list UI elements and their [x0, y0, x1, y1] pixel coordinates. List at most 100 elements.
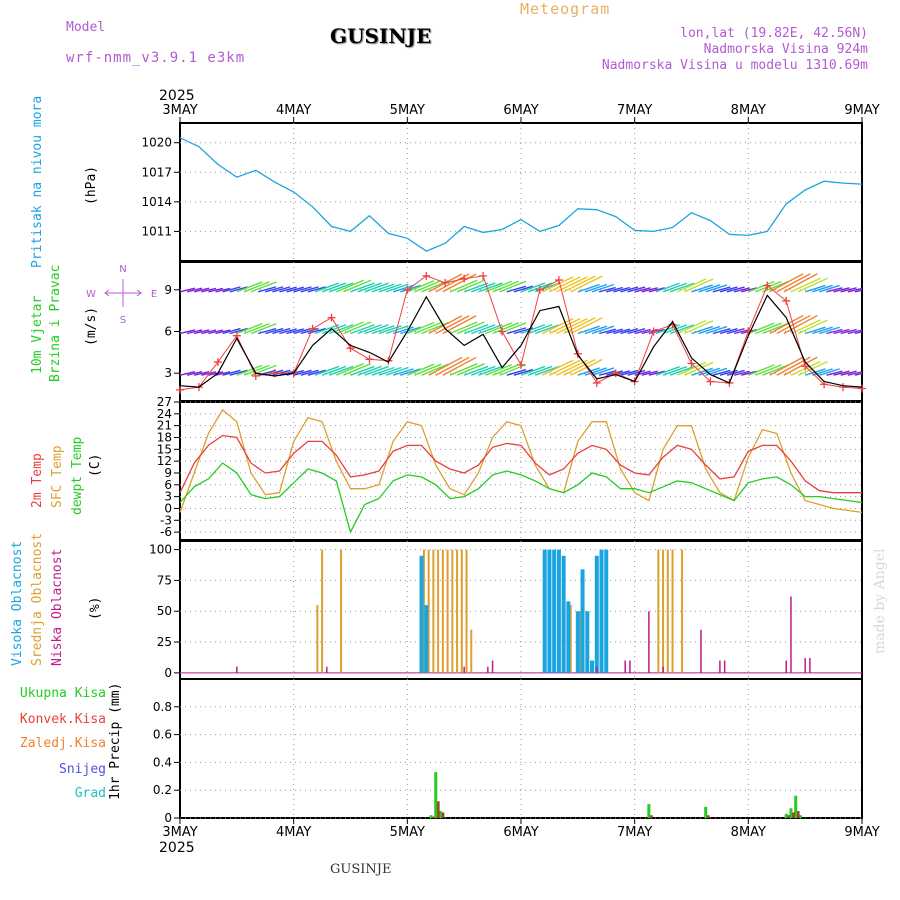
high-cloud-bar: [542, 549, 547, 673]
mid-cloud-bar: [321, 549, 324, 673]
high-cloud-bar: [566, 601, 571, 673]
wind-arrow: [755, 322, 782, 335]
model-label: Model: [66, 20, 106, 35]
top-year-label: 2025: [159, 88, 195, 104]
wind-arrow: [549, 317, 581, 335]
wind-arrow: [492, 364, 520, 376]
mid-cloud-bar: [451, 549, 454, 673]
wind-arrow: [627, 369, 646, 376]
wind-arrow: [400, 368, 421, 376]
wind-arrow: [634, 328, 651, 335]
high-cloud-bar: [547, 549, 552, 673]
wind-arrow: [563, 275, 596, 293]
wind-arrow: [542, 276, 574, 293]
ytick-label-temperature: 0: [164, 501, 172, 515]
high-cloud-bar: [575, 611, 580, 673]
mid-cloud-bar: [441, 549, 444, 673]
mid-cloud-bar: [422, 549, 425, 673]
low-cloud-bar: [624, 660, 626, 673]
wind-arrow: [392, 284, 414, 293]
low-cloud-bar: [629, 660, 631, 673]
wind-arrow: [783, 273, 818, 293]
wind-arrow: [812, 284, 833, 293]
wind-arrow: [641, 287, 658, 293]
lonlat-label: lon,lat (19.82E, 42.56N): [680, 26, 868, 41]
wind-arrow: [463, 282, 489, 293]
wind-arrow: [471, 365, 496, 376]
wind-arrow: [790, 277, 821, 293]
wind-arrow: [314, 282, 340, 293]
wind-arrow: [343, 321, 372, 335]
wind-arrow: [790, 319, 821, 335]
wind-arrow: [463, 365, 489, 376]
wind-arrow: [577, 325, 600, 335]
wind-arrow: [414, 363, 442, 376]
bottom-day-label: 8MAY: [731, 825, 766, 840]
total-precip-bar: [704, 806, 708, 818]
low-cloud-bar: [700, 629, 702, 673]
low-cloud-bar: [236, 666, 238, 673]
wind-arrow: [563, 358, 596, 376]
ytick-label-temperature: 27: [157, 395, 172, 409]
wind-arrow: [236, 364, 263, 376]
bottom-day-label: 9MAY: [844, 825, 879, 840]
high-cloud-bar: [580, 569, 585, 673]
wind-arrow: [407, 321, 435, 335]
convective-precip-bar: [441, 812, 445, 818]
ytick-label-wind: 6: [164, 325, 172, 339]
wind-arrow: [613, 286, 631, 293]
low-cloud-bar: [804, 658, 806, 673]
wind-arrow: [186, 370, 203, 376]
wind-arrow: [726, 286, 745, 293]
sfc-temp-line: [179, 408, 863, 514]
wind-arrow: [570, 317, 603, 335]
ytick-label-cloud: 50: [157, 604, 172, 618]
ytick-label-precip: 0.4: [153, 755, 172, 769]
wind-arrow: [492, 322, 520, 335]
ytick-label-temperature: -6: [160, 525, 172, 539]
wind-arrow: [485, 364, 513, 376]
wind-arrow: [222, 286, 241, 293]
wind-arrow: [684, 361, 714, 376]
wind-arrow: [229, 327, 248, 335]
wind-arrow: [627, 328, 646, 335]
wind-arrow: [421, 321, 449, 335]
wind-arrow: [194, 370, 210, 376]
wind-arrow: [350, 282, 375, 293]
wind-arrow: [222, 327, 241, 335]
wind-arrow: [549, 359, 581, 376]
wind-arrow: [208, 329, 224, 335]
wind-arrow: [542, 317, 574, 335]
ytick-label-wind: 9: [164, 283, 172, 297]
wind-arrow: [577, 367, 600, 376]
wind-arrow: [719, 286, 738, 293]
wind-arrow: [655, 324, 680, 335]
wind-arrow: [407, 280, 435, 293]
wind-arrow: [215, 371, 231, 376]
wind-arrow: [520, 324, 546, 335]
wind-arrow: [591, 367, 615, 376]
wind-arrow: [279, 328, 297, 335]
wind-arrow: [279, 286, 297, 293]
low-cloud-bar: [326, 666, 328, 673]
wind-arrow: [691, 367, 713, 376]
wind-arrow: [186, 287, 203, 293]
mid-cloud-bar: [657, 549, 660, 673]
convective-precip-bar: [707, 815, 710, 818]
wind-arrow: [854, 331, 862, 335]
precip-legend-convective: Konvek.Kisa: [19, 712, 106, 727]
wind-arrow: [471, 324, 496, 335]
wind-arrow: [385, 366, 409, 376]
mid-cloud-bar: [569, 605, 572, 673]
ytick-label-cloud: 100: [149, 543, 172, 557]
wind-arrow: [286, 286, 304, 293]
wind-arrow: [336, 321, 364, 335]
wind-arrow: [194, 287, 210, 293]
wind-arrow: [208, 287, 224, 293]
wind-arrow: [627, 286, 646, 293]
wind-arrow: [435, 356, 470, 376]
wind-arrow: [478, 324, 503, 335]
wind-arrow: [265, 327, 284, 335]
top-day-label: 8MAY: [731, 103, 766, 118]
footer-station: GUSINJE: [330, 862, 392, 877]
